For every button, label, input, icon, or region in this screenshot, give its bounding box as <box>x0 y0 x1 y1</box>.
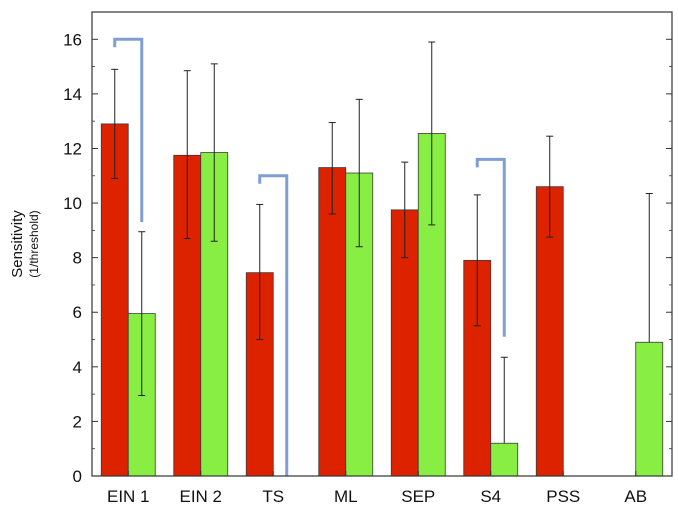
y-axis-label: Sensitivity <box>9 210 26 278</box>
x-category-label-pss: PSS <box>546 487 580 506</box>
bar-ein-1-series-1 <box>100 123 129 477</box>
x-category-label-ts: TS <box>262 487 284 506</box>
bar-ab-series-2 <box>635 341 664 477</box>
plot-frame <box>91 11 673 477</box>
y-tick-label: 6 <box>73 303 82 322</box>
x-category-label-ein-2: EIN 2 <box>179 487 222 506</box>
x-category-label-sep: SEP <box>401 487 435 506</box>
bar-ml-series-1 <box>318 167 347 477</box>
x-category-label-s4: S4 <box>480 487 501 506</box>
y-tick-label: 2 <box>73 412 82 431</box>
y-axis-sublabel: (1/threshold) <box>27 210 41 277</box>
axes-layer: 0 2 4 6 8 10 12 14 16 EIN 1 EIN 2 TS ML SEP S4 PSS AB <box>63 11 673 506</box>
bar-s4-series-2 <box>490 442 519 477</box>
y-tick-label: 4 <box>73 358 82 377</box>
significance-bracket-s4 <box>475 157 506 337</box>
x-category-label-ein-1: EIN 1 <box>107 487 150 506</box>
y-tick-label: 14 <box>63 85 82 104</box>
y-tick-label: 12 <box>63 139 82 158</box>
x-category-label-ab: AB <box>624 487 647 506</box>
significance-bracket-ts <box>258 174 289 476</box>
y-tick-label: 0 <box>73 467 82 486</box>
error-bars-layer <box>111 41 653 444</box>
y-tick-label: 10 <box>63 194 82 213</box>
significance-bracket-ein-1 <box>113 37 144 223</box>
brackets-layer <box>113 37 506 476</box>
y-tick-label: 16 <box>63 30 82 49</box>
y-axis-label-group: Sensitivity (1/threshold) <box>9 210 41 278</box>
y-tick-label: 8 <box>73 249 82 268</box>
x-category-label-ml: ML <box>334 487 358 506</box>
bars-layer <box>100 123 664 477</box>
